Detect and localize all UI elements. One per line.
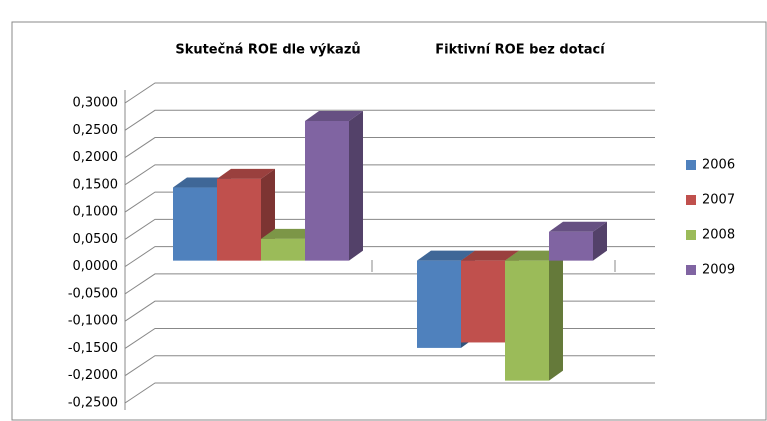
bar xyxy=(261,238,305,261)
bar-side xyxy=(593,221,607,261)
y-tick-label: 0,2500 xyxy=(73,123,119,138)
legend-swatch xyxy=(686,160,696,170)
bar-top xyxy=(549,221,607,232)
grid-line xyxy=(124,191,655,213)
legend-swatch xyxy=(686,265,696,275)
bar xyxy=(217,178,261,261)
legend-swatch xyxy=(686,195,696,205)
y-tick-label: 0,2000 xyxy=(73,150,119,165)
y-tick-label: 0,1500 xyxy=(73,177,119,192)
legend-swatch xyxy=(686,230,696,240)
y-tick-label: -0,1500 xyxy=(68,341,118,356)
bar-side xyxy=(349,111,363,261)
bar xyxy=(549,231,593,261)
bar-top xyxy=(305,111,363,121)
legend-label: 2008 xyxy=(702,228,735,243)
category-label: Skutečná ROE dle výkazů xyxy=(175,43,360,58)
chart-frame xyxy=(11,21,767,421)
y-tick-label: 0,1000 xyxy=(73,205,119,220)
y-tick-label: 0,3000 xyxy=(73,96,119,111)
legend-label: 2009 xyxy=(702,263,735,278)
category-label: Fiktivní ROE bez dotací xyxy=(435,43,606,58)
y-tick-label: -0,2500 xyxy=(68,396,118,411)
legend-label: 2007 xyxy=(702,193,735,208)
y-tick-label: 0,0000 xyxy=(73,259,119,274)
bar-top xyxy=(173,177,231,188)
grid-line xyxy=(124,382,655,404)
grid-line xyxy=(124,218,655,240)
grid-line xyxy=(124,137,655,158)
bar-top xyxy=(417,250,475,261)
grid-line xyxy=(124,355,655,377)
y-tick-label: -0,2000 xyxy=(68,368,118,383)
bar xyxy=(505,260,549,381)
bar-side xyxy=(549,250,563,381)
grid-line xyxy=(124,82,655,104)
y-tick-label: -0,1000 xyxy=(68,314,118,329)
bar-top xyxy=(261,228,319,239)
grid-line xyxy=(124,164,655,186)
bar-top xyxy=(217,168,275,179)
y-tick-label: 0,0500 xyxy=(73,232,119,247)
y-tick-label: -0,0500 xyxy=(68,286,118,301)
bar-top xyxy=(505,250,563,261)
bar xyxy=(305,121,349,261)
legend-label: 2006 xyxy=(702,158,735,173)
grid-line xyxy=(124,109,655,131)
grid-line xyxy=(124,246,655,268)
bar xyxy=(417,260,461,348)
bar-top xyxy=(461,250,519,261)
bar xyxy=(461,260,505,343)
bar xyxy=(173,187,217,261)
